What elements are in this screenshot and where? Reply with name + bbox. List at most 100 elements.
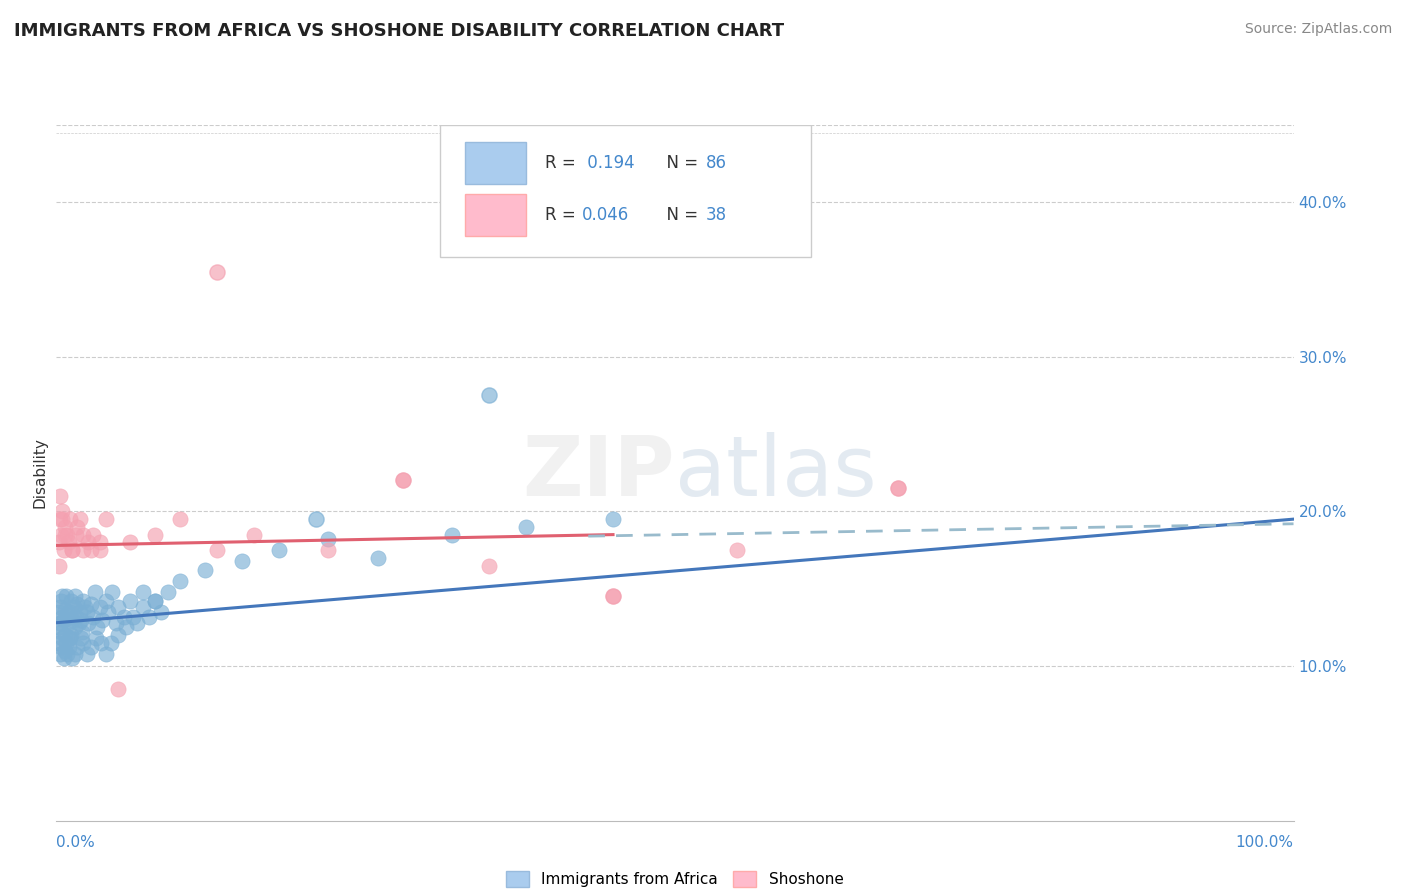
Point bbox=[132, 600, 155, 615]
Point bbox=[51, 625, 73, 640]
Point bbox=[391, 474, 413, 488]
FancyBboxPatch shape bbox=[440, 125, 811, 257]
Point bbox=[53, 527, 76, 541]
Point bbox=[72, 527, 94, 541]
Point bbox=[51, 590, 73, 604]
Point bbox=[59, 512, 82, 526]
Point bbox=[77, 535, 100, 549]
Point bbox=[725, 543, 748, 558]
Point bbox=[441, 527, 464, 541]
Point bbox=[114, 620, 136, 634]
Point bbox=[70, 625, 93, 640]
Point bbox=[120, 594, 142, 608]
Point bbox=[51, 512, 73, 526]
Point bbox=[367, 550, 389, 565]
Point bbox=[70, 613, 93, 627]
Point bbox=[51, 640, 73, 655]
Text: Source: ZipAtlas.com: Source: ZipAtlas.com bbox=[1244, 22, 1392, 37]
Point bbox=[169, 574, 191, 588]
Point bbox=[91, 613, 114, 627]
Point bbox=[205, 265, 228, 279]
Point bbox=[58, 615, 80, 630]
Point bbox=[59, 605, 82, 619]
Point bbox=[80, 597, 103, 611]
Point bbox=[90, 636, 112, 650]
Point bbox=[53, 643, 76, 657]
Point bbox=[82, 527, 104, 541]
Point bbox=[51, 631, 73, 645]
Point bbox=[89, 535, 111, 549]
Point bbox=[515, 520, 537, 534]
Point bbox=[194, 563, 217, 577]
Point bbox=[478, 388, 501, 402]
Point bbox=[156, 584, 179, 599]
Point bbox=[56, 527, 79, 541]
Point bbox=[169, 512, 191, 526]
Point bbox=[138, 609, 160, 624]
Point bbox=[56, 607, 79, 622]
Point bbox=[62, 600, 84, 615]
Point bbox=[101, 584, 124, 599]
Point bbox=[100, 636, 122, 650]
Point bbox=[59, 631, 82, 645]
Point bbox=[83, 584, 105, 599]
Point bbox=[51, 504, 73, 518]
Point bbox=[80, 640, 103, 655]
Point bbox=[60, 651, 83, 665]
Point bbox=[602, 512, 624, 526]
Text: N =: N = bbox=[657, 206, 703, 224]
Point bbox=[70, 631, 93, 645]
Text: 0.194: 0.194 bbox=[582, 154, 634, 172]
Point bbox=[76, 605, 98, 619]
Point bbox=[72, 543, 94, 558]
Point bbox=[53, 520, 76, 534]
Text: 100.0%: 100.0% bbox=[1236, 836, 1294, 850]
Point bbox=[52, 651, 75, 665]
Point bbox=[63, 647, 86, 661]
Point bbox=[66, 640, 89, 655]
Point bbox=[65, 609, 87, 624]
Point bbox=[94, 647, 117, 661]
Point bbox=[73, 600, 96, 615]
Point bbox=[602, 590, 624, 604]
Point bbox=[478, 558, 501, 573]
Point bbox=[150, 605, 173, 619]
Point bbox=[69, 512, 91, 526]
Point bbox=[58, 640, 80, 655]
Point bbox=[72, 594, 94, 608]
Point bbox=[107, 600, 129, 615]
Point bbox=[107, 628, 129, 642]
Text: R =: R = bbox=[546, 154, 581, 172]
Text: IMMIGRANTS FROM AFRICA VS SHOSHONE DISABILITY CORRELATION CHART: IMMIGRANTS FROM AFRICA VS SHOSHONE DISAB… bbox=[14, 22, 785, 40]
Bar bbox=[464, 194, 526, 236]
Point bbox=[86, 620, 108, 634]
Text: 0.046: 0.046 bbox=[582, 206, 630, 224]
Point bbox=[65, 527, 87, 541]
Point bbox=[112, 609, 135, 624]
Point bbox=[60, 613, 83, 627]
Point bbox=[89, 543, 111, 558]
Point bbox=[49, 647, 72, 661]
Legend: Immigrants from Africa, Shoshone: Immigrants from Africa, Shoshone bbox=[501, 865, 849, 892]
Point bbox=[55, 636, 77, 650]
Point bbox=[122, 609, 145, 624]
Point bbox=[49, 615, 72, 630]
Point bbox=[69, 605, 91, 619]
Point bbox=[52, 613, 75, 627]
Text: 38: 38 bbox=[706, 206, 727, 224]
Point bbox=[52, 543, 75, 558]
Point bbox=[77, 615, 100, 630]
Point bbox=[55, 590, 77, 604]
Point bbox=[120, 535, 142, 549]
Point bbox=[886, 481, 908, 495]
Point bbox=[94, 512, 117, 526]
Point bbox=[60, 543, 83, 558]
Point bbox=[80, 543, 103, 558]
Point bbox=[602, 590, 624, 604]
Point bbox=[318, 533, 340, 547]
Point bbox=[89, 600, 111, 615]
Point bbox=[49, 600, 72, 615]
Point bbox=[58, 631, 80, 645]
Point bbox=[107, 682, 129, 697]
Point bbox=[267, 543, 290, 558]
